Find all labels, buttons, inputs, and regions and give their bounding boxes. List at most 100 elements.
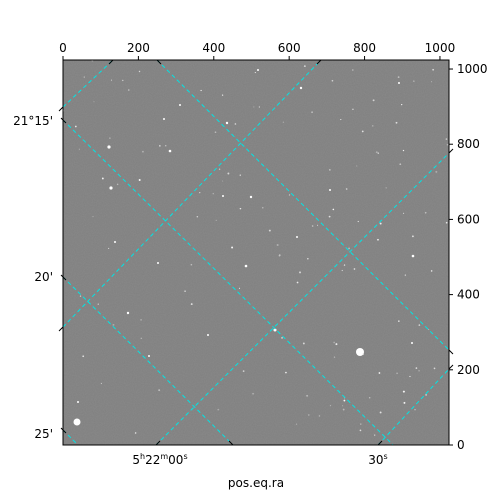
faint-star — [307, 258, 309, 260]
faint-star — [281, 337, 283, 339]
faint-star — [404, 274, 407, 276]
dec-tick-label: 21°15' — [13, 114, 53, 128]
faint-star — [445, 138, 448, 140]
right-tick-label: 1000 — [457, 62, 488, 76]
faint-star — [377, 238, 379, 241]
faint-star — [374, 434, 376, 436]
faint-star — [377, 152, 379, 154]
right-tick-label: 0 — [457, 438, 465, 452]
faint-star — [397, 76, 400, 78]
faint-star — [333, 341, 335, 344]
faint-star — [353, 268, 356, 270]
faint-star — [433, 367, 436, 370]
faint-star — [328, 215, 331, 218]
faint-star — [214, 131, 217, 133]
grid-line-ra — [155, 152, 449, 445]
top-tick-label: 600 — [278, 41, 301, 55]
faint-star — [227, 172, 230, 175]
faint-star — [110, 79, 112, 81]
faint-star — [196, 215, 199, 218]
faint-star — [128, 89, 130, 91]
faint-star — [341, 269, 343, 272]
faint-star — [306, 394, 309, 397]
faint-star — [302, 342, 305, 345]
faint-star — [378, 372, 381, 374]
faint-star — [215, 219, 217, 221]
faint-star — [122, 79, 124, 82]
faint-star — [362, 353, 364, 355]
faint-star — [396, 372, 398, 374]
faint-star — [74, 125, 77, 128]
faint-star — [332, 208, 335, 211]
faint-star — [348, 247, 350, 250]
star — [207, 334, 209, 336]
faint-star — [276, 244, 279, 247]
faint-star — [101, 177, 104, 180]
faint-star — [239, 174, 241, 176]
faint-star — [413, 80, 415, 82]
star — [222, 195, 224, 197]
faint-star — [238, 287, 241, 289]
faint-star — [262, 207, 264, 209]
star — [107, 145, 111, 149]
faint-star — [379, 222, 382, 225]
faint-star — [341, 405, 343, 407]
faint-star — [343, 399, 346, 402]
faint-star — [345, 188, 348, 190]
faint-star — [395, 121, 398, 124]
faint-star — [379, 411, 382, 414]
faint-star — [242, 370, 245, 373]
plot-frame — [62, 59, 450, 446]
faint-star — [402, 390, 405, 393]
faint-star — [361, 130, 364, 133]
star — [126, 311, 130, 315]
faint-star — [446, 143, 449, 146]
ra-tick-label: 5h22m00s — [132, 452, 187, 467]
faint-star — [212, 193, 214, 195]
faint-star — [258, 106, 260, 108]
faint-star — [398, 320, 400, 322]
faint-star — [335, 343, 338, 346]
faint-star — [138, 179, 141, 182]
faint-star — [278, 254, 281, 256]
star — [109, 186, 113, 190]
faint-star — [343, 264, 346, 266]
faint-star — [329, 405, 332, 407]
faint-star — [190, 303, 193, 306]
grid-line-dec — [156, 60, 449, 351]
star — [225, 121, 229, 125]
star — [329, 189, 331, 191]
faint-star — [200, 89, 202, 92]
faint-star — [333, 356, 336, 358]
star — [168, 149, 172, 153]
faint-star — [415, 367, 418, 369]
faint-star — [432, 68, 435, 71]
top-tick-label: 0 — [59, 41, 67, 55]
coordinate-grid — [63, 60, 449, 445]
faint-star — [342, 408, 345, 411]
faint-star — [311, 111, 313, 113]
faint-star — [431, 81, 433, 83]
faint-star — [414, 409, 416, 411]
faint-star — [356, 165, 358, 167]
faint-star — [401, 103, 403, 106]
faint-star — [285, 371, 287, 374]
faint-star — [253, 106, 255, 108]
faint-star — [409, 375, 411, 378]
right-tick-label: 800 — [457, 137, 480, 151]
faint-star — [78, 148, 81, 150]
faint-star — [403, 401, 406, 404]
faint-star — [340, 118, 342, 121]
right-tick-label: 400 — [457, 288, 480, 302]
faint-star — [109, 137, 111, 139]
star — [296, 236, 298, 238]
faint-star — [282, 121, 285, 123]
faint-star — [92, 216, 94, 218]
faint-star — [218, 168, 221, 170]
faint-star — [222, 180, 224, 182]
faint-star — [328, 169, 331, 171]
faint-star — [375, 151, 378, 154]
dec-tick-label: 25' — [34, 427, 53, 441]
faint-star — [424, 211, 427, 214]
faint-star — [331, 79, 334, 82]
